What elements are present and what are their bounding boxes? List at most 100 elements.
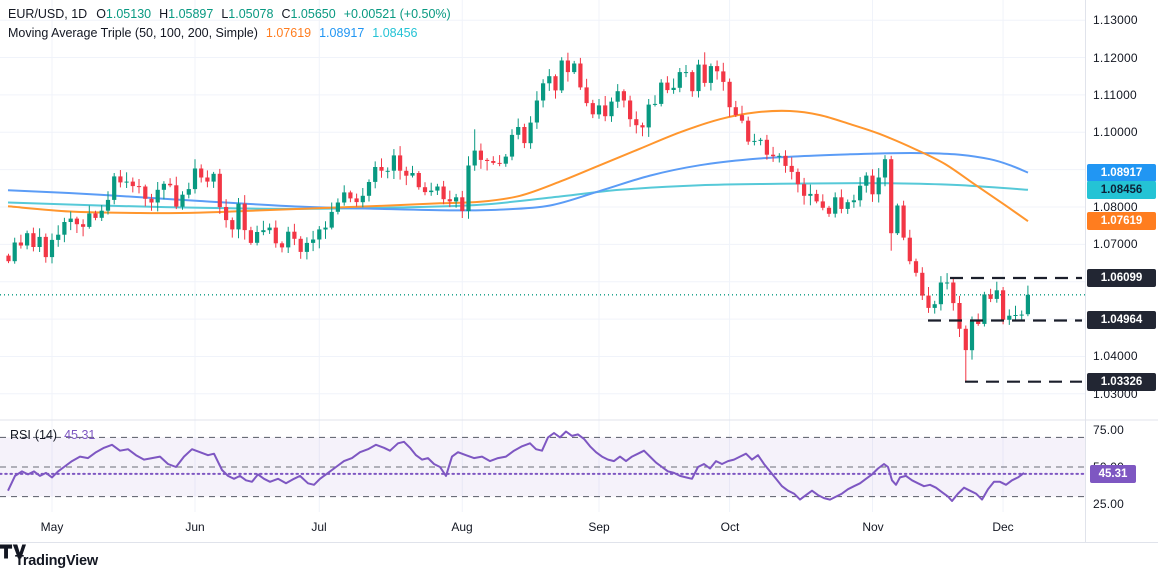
candle-body xyxy=(130,181,135,187)
candle-body xyxy=(230,220,235,230)
rsi-tick-label: 25.00 xyxy=(1093,497,1125,511)
high-label: H xyxy=(159,7,169,21)
candle-body xyxy=(988,294,993,299)
candle-body xyxy=(298,238,303,252)
candle-body xyxy=(261,230,266,233)
candle-body xyxy=(882,159,888,178)
candle-body xyxy=(174,185,179,207)
candle-body xyxy=(391,155,396,171)
candle-body xyxy=(56,234,61,240)
candle-body xyxy=(864,175,869,186)
candle-body xyxy=(155,189,160,203)
month-label-sep: Sep xyxy=(588,520,610,534)
candle-body xyxy=(509,134,515,157)
candle-body xyxy=(186,189,191,195)
candle-body xyxy=(43,236,48,258)
candle-body xyxy=(652,103,658,105)
price-badge: 1.07619 xyxy=(1087,212,1156,230)
candle-body xyxy=(1013,315,1018,316)
candle-body xyxy=(136,186,142,188)
indicator-legend-row[interactable]: Moving Average Triple (50, 100, 200, Sim… xyxy=(8,24,451,43)
candle-body xyxy=(764,139,769,155)
candle-body xyxy=(435,186,440,191)
candle-body xyxy=(472,150,477,166)
candle-body xyxy=(994,290,999,299)
candle-body xyxy=(311,239,316,243)
candle-body xyxy=(640,125,645,128)
candle-body xyxy=(615,91,620,102)
chart-canvas[interactable] xyxy=(0,0,1158,542)
candle-body xyxy=(180,194,185,207)
candle-body xyxy=(211,173,216,182)
candle-body xyxy=(976,321,981,324)
price-tick-label: 1.11000 xyxy=(1093,88,1137,102)
ma-line-sma50[interactable] xyxy=(7,109,1029,223)
candle-body xyxy=(112,176,117,200)
candle-body xyxy=(628,100,633,120)
candle-body xyxy=(957,303,962,329)
ma-line-sma100[interactable] xyxy=(7,152,1029,212)
candle-body xyxy=(733,107,738,115)
candle-body xyxy=(746,120,751,142)
candle-body xyxy=(441,186,446,200)
indicator-title: Moving Average Triple (50, 100, 200, Sim… xyxy=(8,26,258,40)
candle-body xyxy=(795,171,800,185)
open-value: 1.05130 xyxy=(105,7,152,21)
candle-body xyxy=(1007,315,1012,320)
candle-body xyxy=(646,104,651,128)
candle-body xyxy=(248,230,253,243)
candle-body xyxy=(105,199,111,211)
price-badge: 1.08917 xyxy=(1087,164,1156,182)
symbol-legend-row[interactable]: EUR/USD, 1D O1.05130 H1.05897 L1.05078 C1.05… xyxy=(8,5,451,24)
close-value: 1.05650 xyxy=(290,7,336,21)
candle-body xyxy=(1025,294,1030,315)
candle-body xyxy=(814,193,819,202)
candle-body xyxy=(528,122,533,144)
candle-body xyxy=(342,192,347,203)
ma-line-sma200[interactable] xyxy=(7,182,1029,210)
candle-body xyxy=(739,115,745,121)
candle-body xyxy=(876,177,881,195)
candle-body xyxy=(603,105,608,117)
chart-legend: EUR/USD, 1D O1.05130 H1.05897 L1.05078 C1.05… xyxy=(8,5,451,43)
price-tick-label: 1.13000 xyxy=(1093,13,1138,27)
candle-body xyxy=(422,187,428,193)
rsi-value: 45.31 xyxy=(64,428,96,442)
candle-body xyxy=(851,200,856,203)
candle-body xyxy=(6,255,11,262)
candle-body xyxy=(578,63,583,88)
candle-body xyxy=(224,207,229,221)
candle-body xyxy=(920,272,925,296)
tradingview-logo-text: TradingView xyxy=(15,553,98,569)
candle-body xyxy=(771,154,776,157)
tradingview-logo[interactable]: TradingView xyxy=(0,544,98,569)
rsi-title: RSI xyxy=(10,428,31,442)
candle-body xyxy=(926,295,931,308)
candle-body xyxy=(565,60,570,73)
rsi-legend-row[interactable]: RSI (14) 45.31 xyxy=(10,428,95,442)
candle-body xyxy=(584,87,589,104)
tradingview-logo-icon xyxy=(0,544,26,559)
candle-body xyxy=(783,155,788,166)
candle-body xyxy=(491,161,496,163)
candle-body xyxy=(118,176,123,183)
rsi-tick-label: 75.00 xyxy=(1093,423,1125,437)
candle-body xyxy=(12,242,17,262)
candle-body xyxy=(572,63,577,73)
candle-body xyxy=(913,261,919,273)
candle-body xyxy=(379,167,384,171)
candle-body xyxy=(236,203,241,230)
high-value: 1.05897 xyxy=(168,7,214,21)
candle-body xyxy=(49,239,55,258)
rsi-value-badge: 45.31 xyxy=(1090,465,1136,483)
candle-body xyxy=(777,155,782,157)
candle-body xyxy=(385,170,390,172)
candle-body xyxy=(217,173,222,208)
candle-body xyxy=(702,64,707,83)
candle-body xyxy=(354,198,359,203)
candle-body xyxy=(273,227,278,244)
ma200-value: 1.08456 xyxy=(372,26,418,40)
candle-body xyxy=(833,197,838,214)
candle-body xyxy=(93,213,98,218)
candle-body xyxy=(279,243,285,248)
